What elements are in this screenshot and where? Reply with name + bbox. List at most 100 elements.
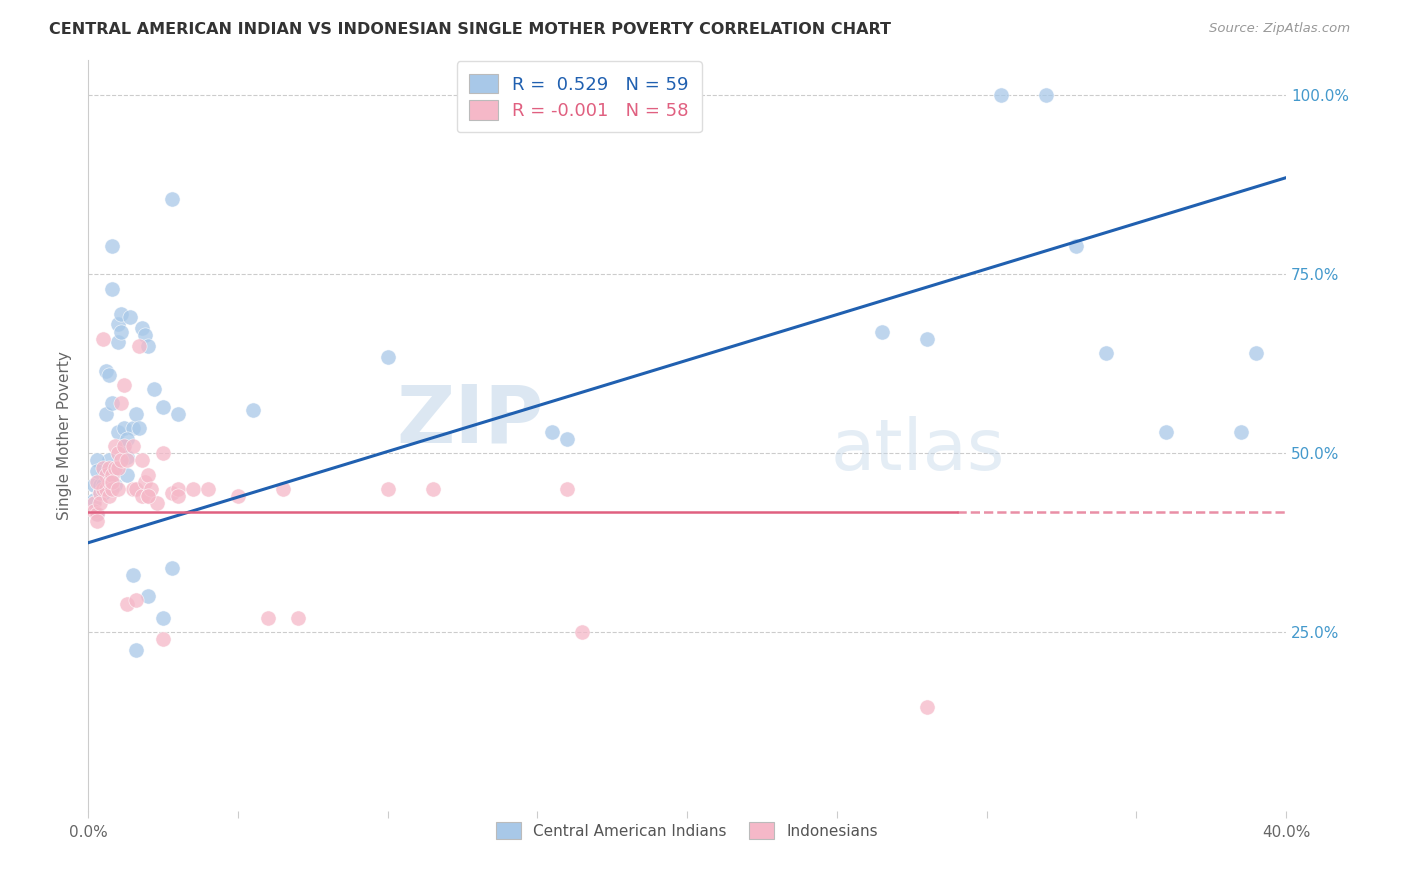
Point — [94, 467, 117, 482]
Point — [115, 432, 138, 446]
Point — [152, 400, 174, 414]
Point — [86, 464, 108, 478]
Point — [83, 496, 105, 510]
Y-axis label: Single Mother Poverty: Single Mother Poverty — [58, 351, 72, 520]
Point — [136, 489, 159, 503]
Point — [83, 503, 105, 517]
Point — [115, 453, 138, 467]
Point — [89, 478, 111, 492]
Text: ZIP: ZIP — [396, 382, 543, 459]
Point — [143, 382, 166, 396]
Point — [86, 507, 108, 521]
Point — [120, 310, 142, 325]
Point — [197, 482, 219, 496]
Point — [104, 460, 127, 475]
Point — [131, 489, 153, 503]
Point — [107, 318, 129, 332]
Point — [101, 396, 124, 410]
Point — [94, 364, 117, 378]
Point — [555, 482, 578, 496]
Point — [91, 332, 114, 346]
Point — [115, 597, 138, 611]
Text: Source: ZipAtlas.com: Source: ZipAtlas.com — [1209, 22, 1350, 36]
Point — [226, 489, 249, 503]
Point — [110, 325, 132, 339]
Point — [541, 425, 564, 439]
Point — [131, 453, 153, 467]
Point — [139, 482, 162, 496]
Point — [91, 460, 114, 475]
Point — [86, 453, 108, 467]
Point — [91, 485, 114, 500]
Point — [136, 590, 159, 604]
Point — [94, 482, 117, 496]
Point — [104, 464, 127, 478]
Point — [131, 321, 153, 335]
Point — [115, 467, 138, 482]
Point — [1095, 346, 1118, 360]
Point — [91, 482, 114, 496]
Point — [112, 439, 135, 453]
Point — [89, 485, 111, 500]
Point — [152, 446, 174, 460]
Point — [125, 643, 148, 657]
Legend: Central American Indians, Indonesians: Central American Indians, Indonesians — [491, 816, 884, 845]
Point — [98, 368, 121, 382]
Point — [91, 478, 114, 492]
Point — [422, 482, 444, 496]
Point — [86, 514, 108, 528]
Point — [98, 475, 121, 489]
Point — [870, 325, 893, 339]
Point — [128, 421, 150, 435]
Point — [181, 482, 204, 496]
Point — [104, 478, 127, 492]
Point — [104, 439, 127, 453]
Point — [122, 439, 145, 453]
Point — [1066, 238, 1088, 252]
Point — [136, 339, 159, 353]
Point — [101, 467, 124, 482]
Point — [101, 282, 124, 296]
Point — [112, 439, 135, 453]
Point — [915, 332, 938, 346]
Point — [83, 492, 105, 507]
Point — [146, 496, 169, 510]
Point — [242, 403, 264, 417]
Point — [107, 460, 129, 475]
Point — [107, 335, 129, 350]
Point — [125, 407, 148, 421]
Point — [110, 396, 132, 410]
Point — [1244, 346, 1267, 360]
Point — [136, 489, 159, 503]
Point — [167, 482, 190, 496]
Point — [1154, 425, 1177, 439]
Point — [1230, 425, 1253, 439]
Point — [125, 593, 148, 607]
Point — [915, 700, 938, 714]
Point — [86, 475, 108, 489]
Point — [125, 482, 148, 496]
Point — [94, 407, 117, 421]
Point — [256, 611, 278, 625]
Point — [112, 378, 135, 392]
Point — [167, 489, 190, 503]
Point — [110, 307, 132, 321]
Point — [377, 482, 399, 496]
Point — [128, 339, 150, 353]
Point — [160, 561, 183, 575]
Point — [101, 238, 124, 252]
Point — [555, 432, 578, 446]
Point — [115, 450, 138, 464]
Point — [101, 475, 124, 489]
Point — [152, 611, 174, 625]
Point — [98, 453, 121, 467]
Point — [122, 568, 145, 582]
Point — [160, 192, 183, 206]
Point — [89, 485, 111, 500]
Point — [98, 460, 121, 475]
Point — [287, 611, 309, 625]
Point — [167, 407, 190, 421]
Point — [110, 453, 132, 467]
Point — [990, 88, 1012, 103]
Point — [134, 328, 156, 343]
